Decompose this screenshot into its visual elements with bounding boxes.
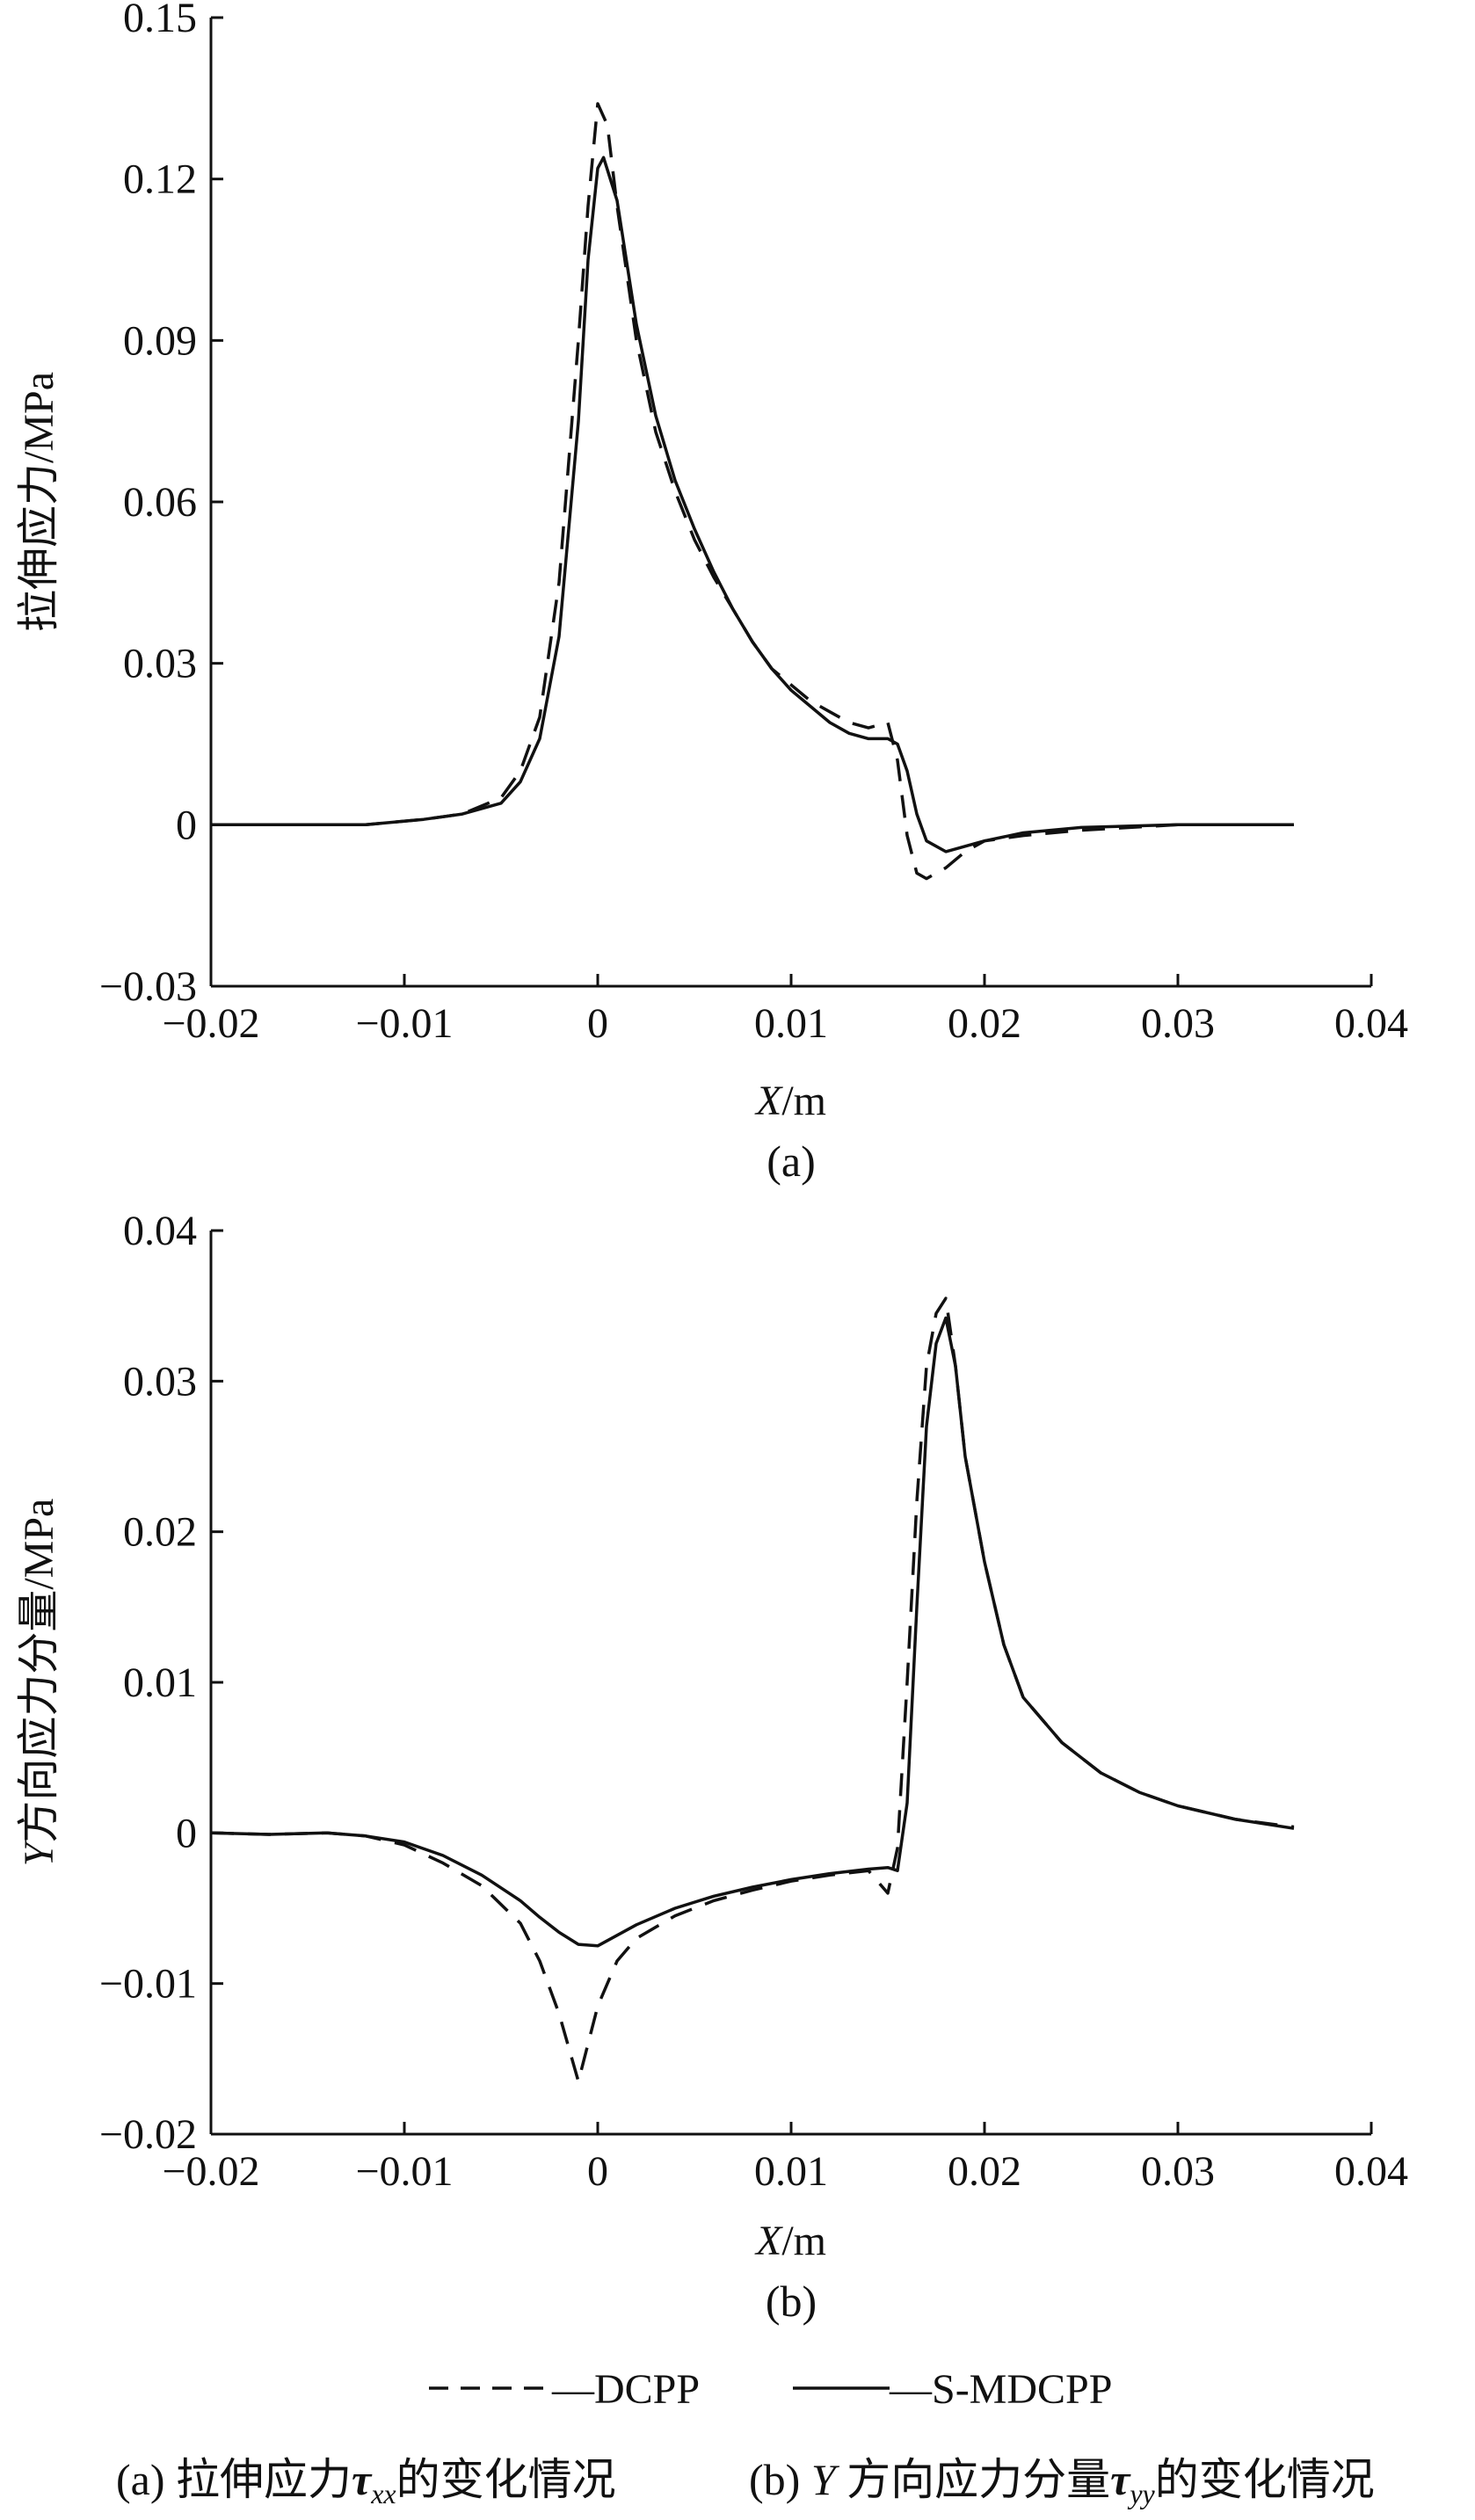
panel-a-x-tick-label: 0.01 [754,1000,828,1047]
panel-b-x-tick-label: −0.01 [355,2148,453,2195]
panel-b-y-tick-label: 0.02 [123,1509,197,1556]
panel-b-label: (b) [766,2277,817,2326]
panel-b-chart: −0.02 −0.01 0 0.01 0.02 0.03 0.04 −0.02 −0.01 0 0.… [16,1208,1408,2326]
panel-b-x-axis-label: X/m [754,2218,826,2264]
panel-a-x-tick-label: 0.02 [948,1000,1021,1047]
legend-smdcpp-label: —S-MDCPP [889,2366,1112,2413]
panel-b-x-tick-label: 0.04 [1334,2148,1408,2195]
panel-a-x-tick-label: −0.01 [355,1000,453,1047]
panel-b-y-tick-label: 0.04 [123,1208,197,1254]
panel-b-x-tick-label: 0.02 [948,2148,1021,2195]
panel-b-y-tick-label: 0.01 [123,1659,197,1706]
panel-a-series-smdcpp [211,156,1294,853]
panel-a-x-tick-label: −0.02 [162,1000,259,1047]
panel-b-y-tick-label: 0.03 [123,1358,197,1405]
panel-b-series-smdcpp [210,1316,1295,1948]
panel-a-x-tick-label: 0 [587,1000,608,1047]
panel-a-x-tick-label: 0.03 [1141,1000,1215,1047]
panel-a-y-tick-label: 0.15 [123,0,197,41]
panel-b-y-tick-label: 0 [176,1810,197,1856]
panel-a-label: (a) [767,1137,816,1186]
panel-a-y-tick-label: −0.03 [99,963,197,1010]
panel-a-chart: −0.02 −0.01 0 0.01 0.02 0.03 0.04 −0.03 0 0.03 0.0… [16,0,1408,1186]
panel-b-y-tick-label: −0.01 [99,1961,197,2008]
panel-b-x-tick-label: 0 [587,2148,608,2195]
legend-dcpp-label: —DCPP [551,2366,700,2413]
panel-a-x-tick-label: 0.04 [1334,1000,1408,1047]
caption-b: (b) Y 方向应力分量τyy的变化情况 [749,2455,1375,2509]
caption-a: (a) 拉伸应力τxx的变化情况 [116,2455,616,2509]
panel-a-y-tick-label: 0.06 [123,479,197,526]
panel-a-x-axis-label: X/m [754,1078,826,1124]
panel-b-y-axis-label: Y方向应力分量/MPa [16,1499,62,1867]
panel-b-x-tick-label: −0.02 [162,2148,259,2195]
legend: —DCPP —S-MDCPP [429,2366,1112,2413]
panel-b-x-tick-label: 0.01 [754,2148,828,2195]
panel-a-y-tick-label: 0 [176,802,197,848]
panel-a-y-axis-label: 拉伸应力/MPa [16,372,62,632]
panel-a-y-tick-label: 0.03 [123,641,197,687]
panel-b-x-tick-label: 0.03 [1141,2148,1215,2195]
panel-a-y-tick-label: 0.12 [123,156,197,203]
figure-caption: (a) 拉伸应力τxx的变化情况 (b) Y 方向应力分量τyy的变化情况 [116,2455,1375,2509]
panel-b-series-dcpp [210,1296,1295,2083]
panel-b-y-tick-label: −0.02 [99,2111,197,2158]
panel-a-series-dcpp [211,102,1294,881]
panel-a-y-tick-label: 0.09 [123,317,197,364]
